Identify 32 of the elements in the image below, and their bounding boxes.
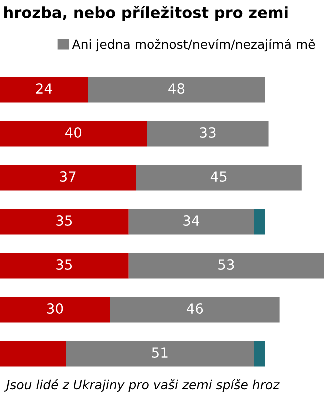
data-label: 53 — [218, 260, 234, 270]
data-label: 34 — [184, 216, 200, 226]
bar — [128, 209, 254, 235]
data-label: 33 — [200, 128, 216, 138]
bar — [110, 297, 280, 323]
bar — [128, 253, 324, 279]
bar — [0, 297, 110, 323]
bar — [88, 77, 266, 103]
data-label: 30 — [47, 304, 64, 314]
bar — [0, 77, 88, 103]
data-label: 35 — [56, 216, 72, 226]
data-label: 37 — [60, 172, 76, 182]
bar — [0, 165, 136, 191]
data-label: 51 — [152, 348, 168, 358]
data-label: 45 — [210, 172, 227, 182]
bar — [0, 341, 66, 367]
bar — [254, 341, 266, 367]
chart-title: hrozba, nebo příležitost pro zemi — [4, 6, 288, 22]
bar — [66, 341, 254, 367]
text: Jsou lidé z Ukrajiny pro vaši zemi spíše hroz — [4, 379, 280, 392]
legend-label: Ani jedna možnost/nevím/nezajímá mě — [72, 39, 316, 52]
data-label: 35 — [56, 260, 72, 270]
bar — [254, 209, 266, 235]
data-label: 40 — [65, 128, 82, 138]
bar — [136, 165, 302, 191]
bar — [0, 253, 129, 279]
bar — [0, 209, 129, 235]
data-label: 46 — [186, 304, 204, 314]
bar — [0, 121, 148, 147]
data-label: 24 — [36, 84, 52, 94]
data-label: 48 — [168, 84, 185, 94]
bar — [147, 121, 269, 147]
